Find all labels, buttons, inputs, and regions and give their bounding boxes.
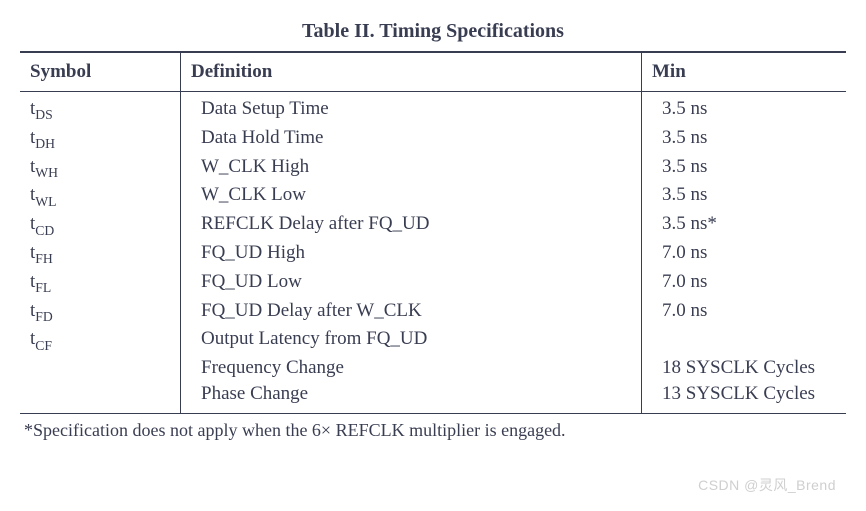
- table-row: tCDREFCLK Delay after FQ_UD3.5 ns*: [20, 211, 846, 240]
- table-row: tFHFQ_UD High7.0 ns: [20, 240, 846, 269]
- cell-symbol: tCF: [20, 326, 181, 355]
- symbol-subscript: DS: [35, 107, 52, 122]
- cell-min: [642, 326, 847, 355]
- cell-definition: Data Hold Time: [181, 125, 642, 154]
- cell-symbol: tWH: [20, 154, 181, 183]
- symbol-subscript: CF: [35, 338, 52, 353]
- timing-spec-table-container: Table II. Timing Specifications Symbol D…: [20, 20, 846, 441]
- cell-symbol: tFD: [20, 298, 181, 327]
- table-row: Phase Change13 SYSCLK Cycles: [20, 381, 846, 414]
- cell-min: 3.5 ns: [642, 182, 847, 211]
- cell-definition: FQ_UD Low: [181, 269, 642, 298]
- cell-symbol: tWL: [20, 182, 181, 211]
- col-header-definition: Definition: [181, 52, 642, 92]
- col-header-symbol: Symbol: [20, 52, 181, 92]
- symbol-subscript: CD: [35, 223, 54, 238]
- symbol-subscript: FH: [35, 251, 52, 266]
- cell-min: 3.5 ns: [642, 125, 847, 154]
- cell-definition: W_CLK Low: [181, 182, 642, 211]
- cell-min: 18 SYSCLK Cycles: [642, 355, 847, 381]
- table-row: tWLW_CLK Low3.5 ns: [20, 182, 846, 211]
- symbol-subscript: DH: [35, 136, 55, 151]
- cell-definition: W_CLK High: [181, 154, 642, 183]
- cell-definition: FQ_UD Delay after W_CLK: [181, 298, 642, 327]
- cell-min: 7.0 ns: [642, 298, 847, 327]
- cell-definition: Phase Change: [181, 381, 642, 414]
- symbol-subscript: WH: [35, 165, 58, 180]
- col-header-min: Min: [642, 52, 847, 92]
- table-body: tDSData Setup Time3.5 nstDHData Hold Tim…: [20, 92, 846, 414]
- table-header-row: Symbol Definition Min: [20, 52, 846, 92]
- cell-min: 13 SYSCLK Cycles: [642, 381, 847, 414]
- cell-min: 3.5 ns*: [642, 211, 847, 240]
- cell-definition: Data Setup Time: [181, 92, 642, 125]
- timing-spec-table: Symbol Definition Min tDSData Setup Time…: [20, 51, 846, 414]
- table-row: Frequency Change18 SYSCLK Cycles: [20, 355, 846, 381]
- cell-definition: REFCLK Delay after FQ_UD: [181, 211, 642, 240]
- table-row: tFLFQ_UD Low7.0 ns: [20, 269, 846, 298]
- symbol-subscript: FL: [35, 280, 51, 295]
- cell-definition: Output Latency from FQ_UD: [181, 326, 642, 355]
- cell-symbol: tDS: [20, 92, 181, 125]
- cell-symbol: tCD: [20, 211, 181, 240]
- watermark-text: CSDN @灵风_Brend: [698, 475, 836, 495]
- symbol-subscript: WL: [35, 194, 56, 209]
- table-row: tCFOutput Latency from FQ_UD: [20, 326, 846, 355]
- cell-symbol: tFH: [20, 240, 181, 269]
- cell-symbol: tDH: [20, 125, 181, 154]
- symbol-subscript: FD: [35, 309, 52, 324]
- table-row: tFDFQ_UD Delay after W_CLK7.0 ns: [20, 298, 846, 327]
- table-row: tDHData Hold Time3.5 ns: [20, 125, 846, 154]
- cell-symbol: [20, 355, 181, 381]
- cell-min: 7.0 ns: [642, 240, 847, 269]
- table-row: tDSData Setup Time3.5 ns: [20, 92, 846, 125]
- cell-definition: Frequency Change: [181, 355, 642, 381]
- cell-min: 7.0 ns: [642, 269, 847, 298]
- cell-min: 3.5 ns: [642, 154, 847, 183]
- table-footnote: *Specification does not apply when the 6…: [20, 414, 846, 441]
- cell-min: 3.5 ns: [642, 92, 847, 125]
- table-caption: Table II. Timing Specifications: [20, 20, 846, 43]
- table-row: tWHW_CLK High3.5 ns: [20, 154, 846, 183]
- cell-definition: FQ_UD High: [181, 240, 642, 269]
- cell-symbol: tFL: [20, 269, 181, 298]
- cell-symbol: [20, 381, 181, 414]
